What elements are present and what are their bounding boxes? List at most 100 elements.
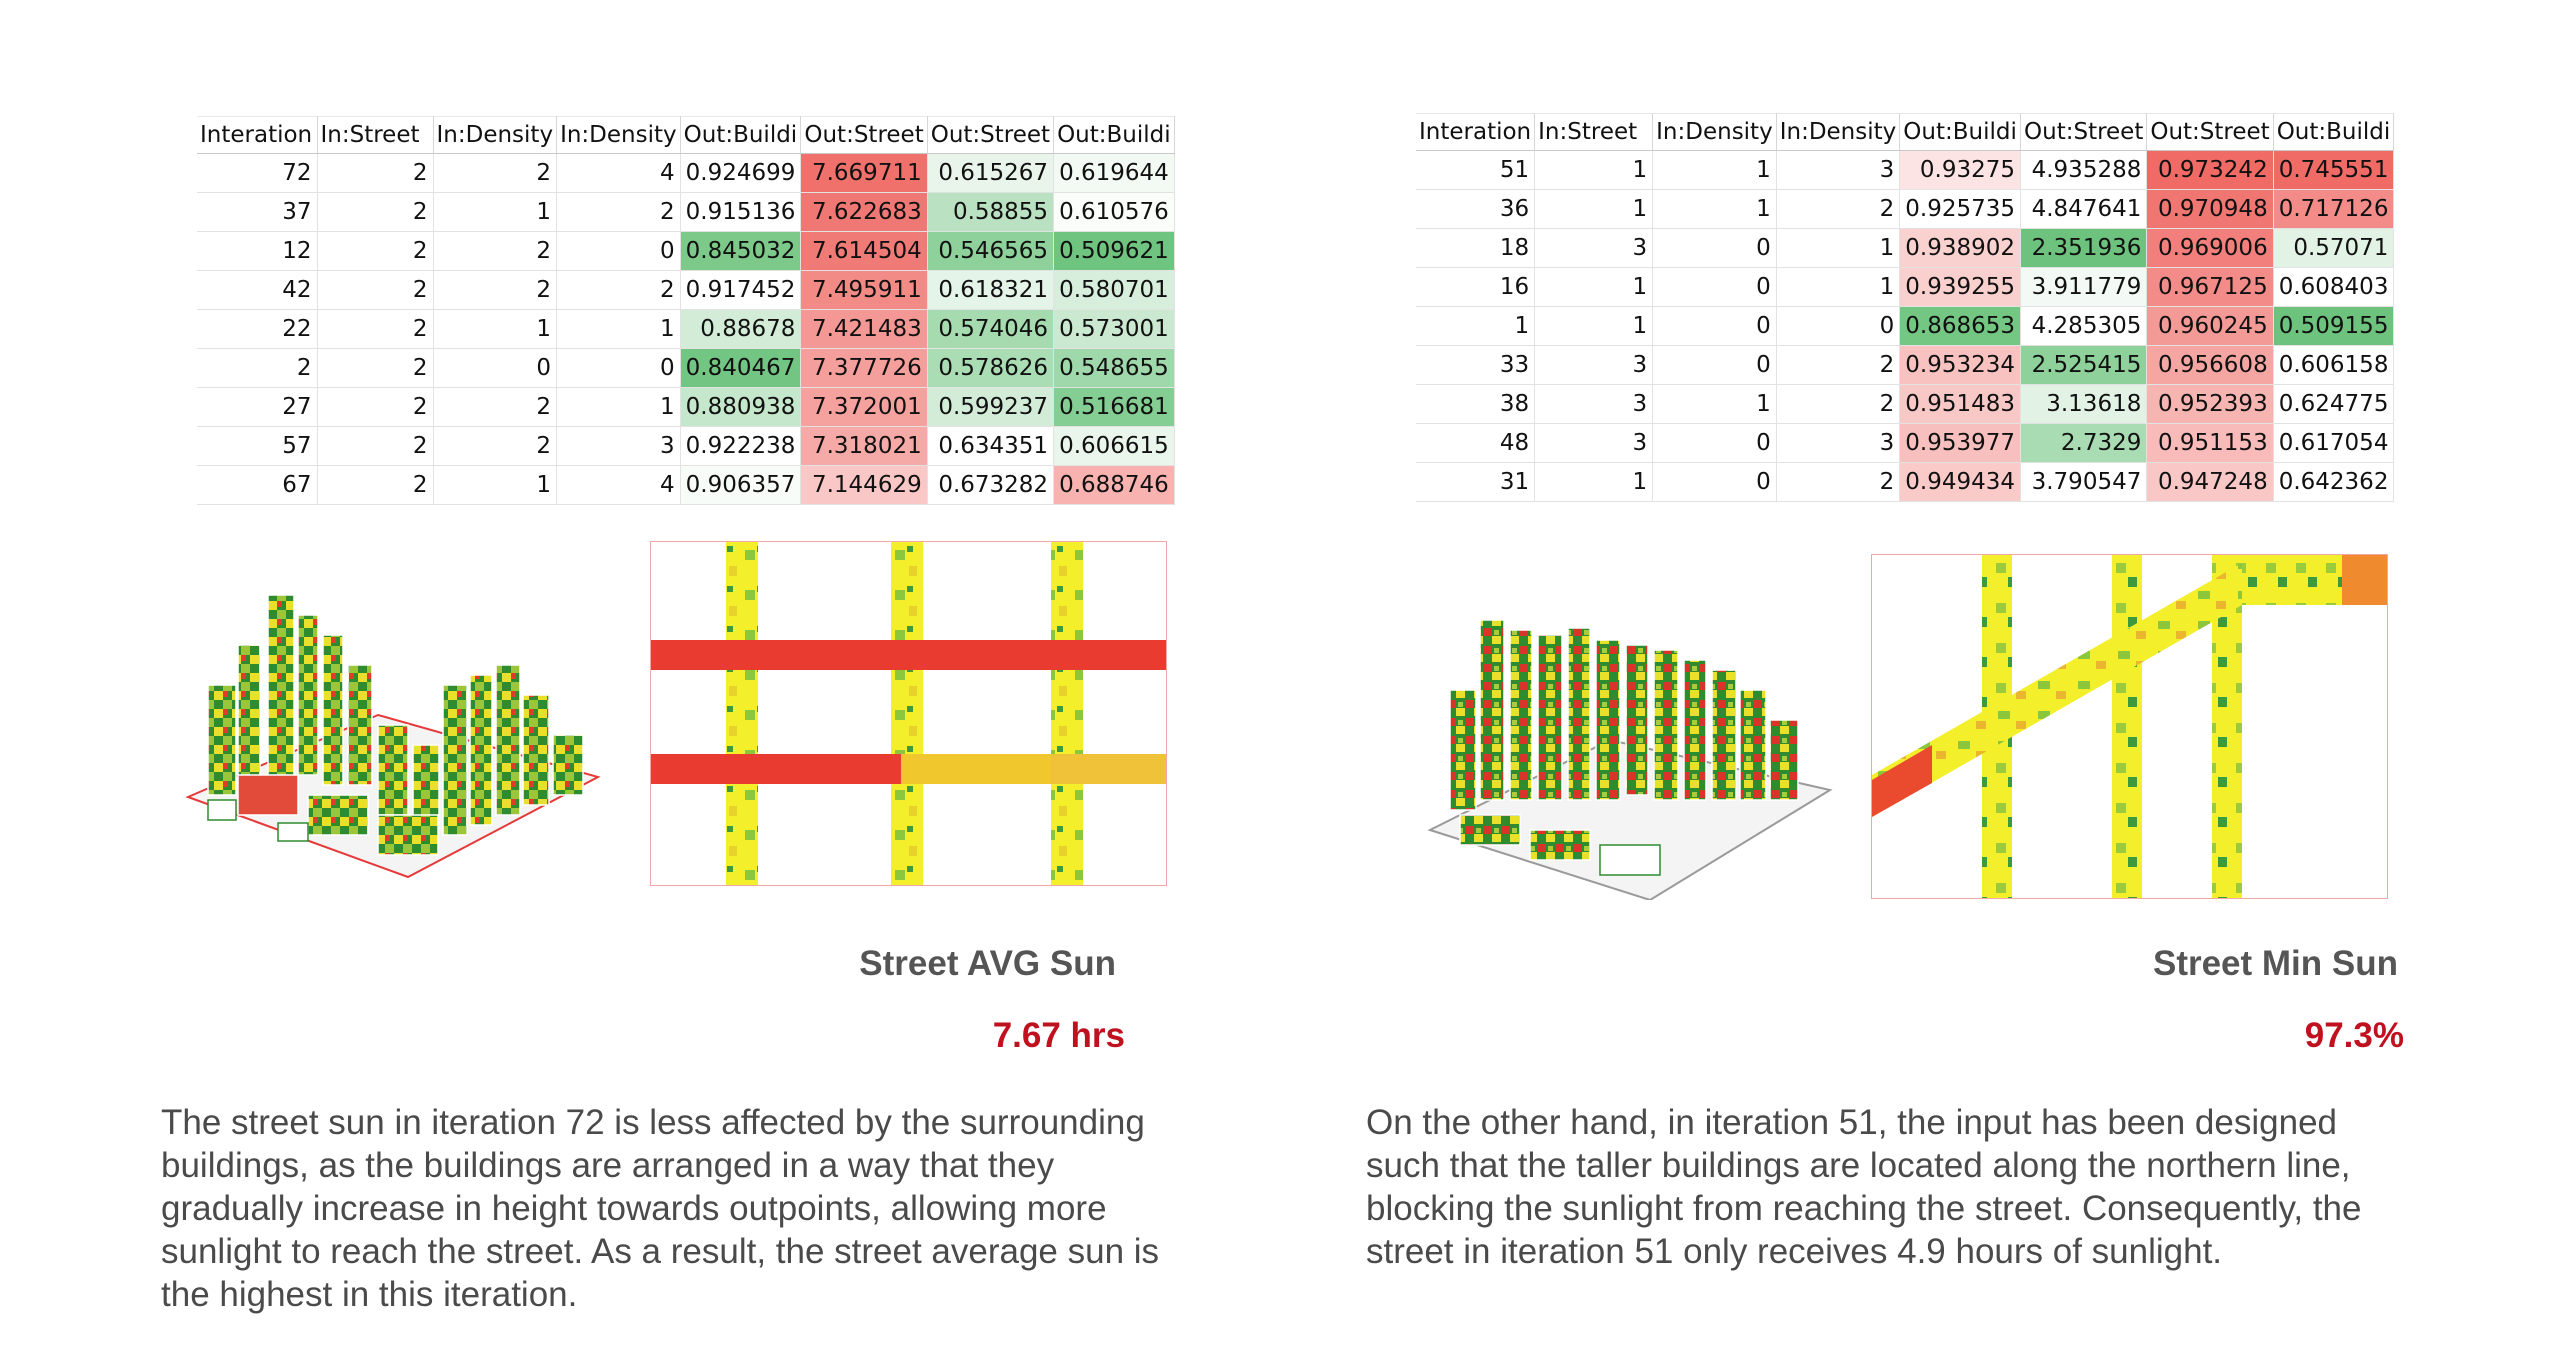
table-cell: 0.58855	[927, 192, 1055, 232]
table-cell: 0.951153	[2146, 423, 2274, 463]
table-cell: 0.967125	[2146, 267, 2274, 307]
table-cell: 7.318021	[800, 426, 928, 466]
table-cell: 0.906357	[680, 465, 802, 505]
table-cell: 2	[556, 270, 681, 310]
table-cell: 4	[556, 465, 681, 505]
table-cell: 2.525415	[2020, 345, 2148, 385]
table-cell: 48	[1416, 423, 1536, 463]
table-cell: 7.377726	[800, 348, 928, 388]
table-cell: 37	[197, 192, 318, 232]
table-row: 27 2 2 1 0.880938 7.372001 0.599237 0.516681	[197, 387, 1175, 427]
table-cell: 0.88678	[680, 309, 802, 349]
table-cell: 1	[1534, 150, 1654, 190]
column-header: Interation	[197, 116, 318, 154]
table-cell: 2	[197, 348, 318, 388]
table-cell: 42	[197, 270, 318, 310]
column-header: Out:Buildi	[680, 116, 802, 154]
table-cell: 7.144629	[800, 465, 928, 505]
table-cell: 7.495911	[800, 270, 928, 310]
table-cell: 0.922238	[680, 426, 802, 466]
table-cell: 0.924699	[680, 153, 802, 193]
column-header: Out:Buildi	[2273, 113, 2395, 151]
table-cell: 0.973242	[2146, 150, 2274, 190]
table-row: 72 2 2 4 0.924699 7.669711 0.615267 0.619644	[197, 153, 1175, 193]
table-cell: 3	[1534, 345, 1654, 385]
table-cell: 2	[317, 387, 434, 427]
table-cell: 0.956608	[2146, 345, 2274, 385]
table-cell: 0.717126	[2273, 189, 2395, 229]
metric-label: Street AVG Sun	[859, 944, 1116, 983]
table-cell: 0	[1652, 267, 1777, 307]
table-cell: 0.619644	[1053, 153, 1175, 193]
table-cell: 0.606615	[1053, 426, 1175, 466]
table-cell: 0.960245	[2146, 306, 2274, 346]
table-cell: 0.917452	[680, 270, 802, 310]
table-cell: 2	[556, 192, 681, 232]
table-cell: 0	[1776, 306, 1901, 346]
column-header: Out:Street	[800, 116, 928, 154]
street-sun-plan-map	[650, 541, 1167, 886]
table-cell: 0.618321	[927, 270, 1055, 310]
table-cell: 4.285305	[2020, 306, 2148, 346]
table-cell: 2	[1776, 189, 1901, 229]
table-cell: 2	[1776, 462, 1901, 502]
table-cell: 2	[317, 153, 434, 193]
table-cell: 22	[197, 309, 318, 349]
table-cell: 0.57071	[2273, 228, 2395, 268]
table-cell: 0.938902	[1899, 228, 2022, 268]
table-cell: 67	[197, 465, 318, 505]
results-table-left: Interation In:Street In:Density In:Densi…	[197, 116, 1175, 505]
table-cell: 0.673282	[927, 465, 1055, 505]
column-header: In:Density	[433, 116, 558, 154]
table-cell: 1	[433, 465, 558, 505]
table-cell: 7.622683	[800, 192, 928, 232]
table-cell: 2	[317, 309, 434, 349]
table-row: 2 2 0 0 0.840467 7.377726 0.578626 0.548655	[197, 348, 1175, 388]
table-cell: 12	[197, 231, 318, 271]
table-cell: 0	[1652, 228, 1777, 268]
table-cell: 72	[197, 153, 318, 193]
table-cell: 2.7329	[2020, 423, 2148, 463]
metric-value: 97.3%	[2304, 1016, 2404, 1055]
table-cell: 2	[433, 387, 558, 427]
column-header: Out:Buildi	[1053, 116, 1175, 154]
column-header: Interation	[1416, 113, 1536, 151]
table-cell: 2	[1776, 384, 1901, 424]
table-cell: 2	[317, 426, 434, 466]
table-cell: 2	[433, 270, 558, 310]
table-cell: 2.351936	[2020, 228, 2148, 268]
column-header: Out:Buildi	[1899, 113, 2022, 151]
table-cell: 1	[1776, 267, 1901, 307]
table-cell: 1	[1416, 306, 1536, 346]
table-cell: 0.578626	[927, 348, 1055, 388]
table-cell: 51	[1416, 150, 1536, 190]
table-row: 22 2 1 1 0.88678 7.421483 0.574046 0.573001	[197, 309, 1175, 349]
table-cell: 0.573001	[1053, 309, 1175, 349]
table-cell: 7.614504	[800, 231, 928, 271]
table-row: 31 1 0 2 0.949434 3.790547 0.947248 0.642362	[1416, 462, 2395, 502]
table-row: 38 3 1 2 0.951483 3.13618 0.952393 0.624775	[1416, 384, 2395, 424]
table-cell: 7.421483	[800, 309, 928, 349]
table-cell: 2	[433, 153, 558, 193]
column-header: Out:Street	[2146, 113, 2274, 151]
table-cell: 3	[1776, 423, 1901, 463]
table-cell: 1	[1534, 306, 1654, 346]
table-cell: 0	[556, 231, 681, 271]
table-cell: 0.840467	[680, 348, 802, 388]
table-cell: 1	[433, 192, 558, 232]
table-cell: 0.624775	[2273, 384, 2395, 424]
column-header: Out:Street	[927, 116, 1055, 154]
table-cell: 0.606158	[2273, 345, 2395, 385]
table-cell: 0.939255	[1899, 267, 2022, 307]
table-cell: 0	[556, 348, 681, 388]
table-cell: 2	[317, 348, 434, 388]
table-cell: 0.574046	[927, 309, 1055, 349]
table-cell: 57	[197, 426, 318, 466]
metric-label: Street Min Sun	[2152, 944, 2398, 983]
table-cell: 0.951483	[1899, 384, 2022, 424]
table-cell: 2	[317, 231, 434, 271]
table-cell: 0.509155	[2273, 306, 2395, 346]
table-cell: 38	[1416, 384, 1536, 424]
table-cell: 0.580701	[1053, 270, 1175, 310]
column-header: In:Street	[1534, 113, 1654, 151]
